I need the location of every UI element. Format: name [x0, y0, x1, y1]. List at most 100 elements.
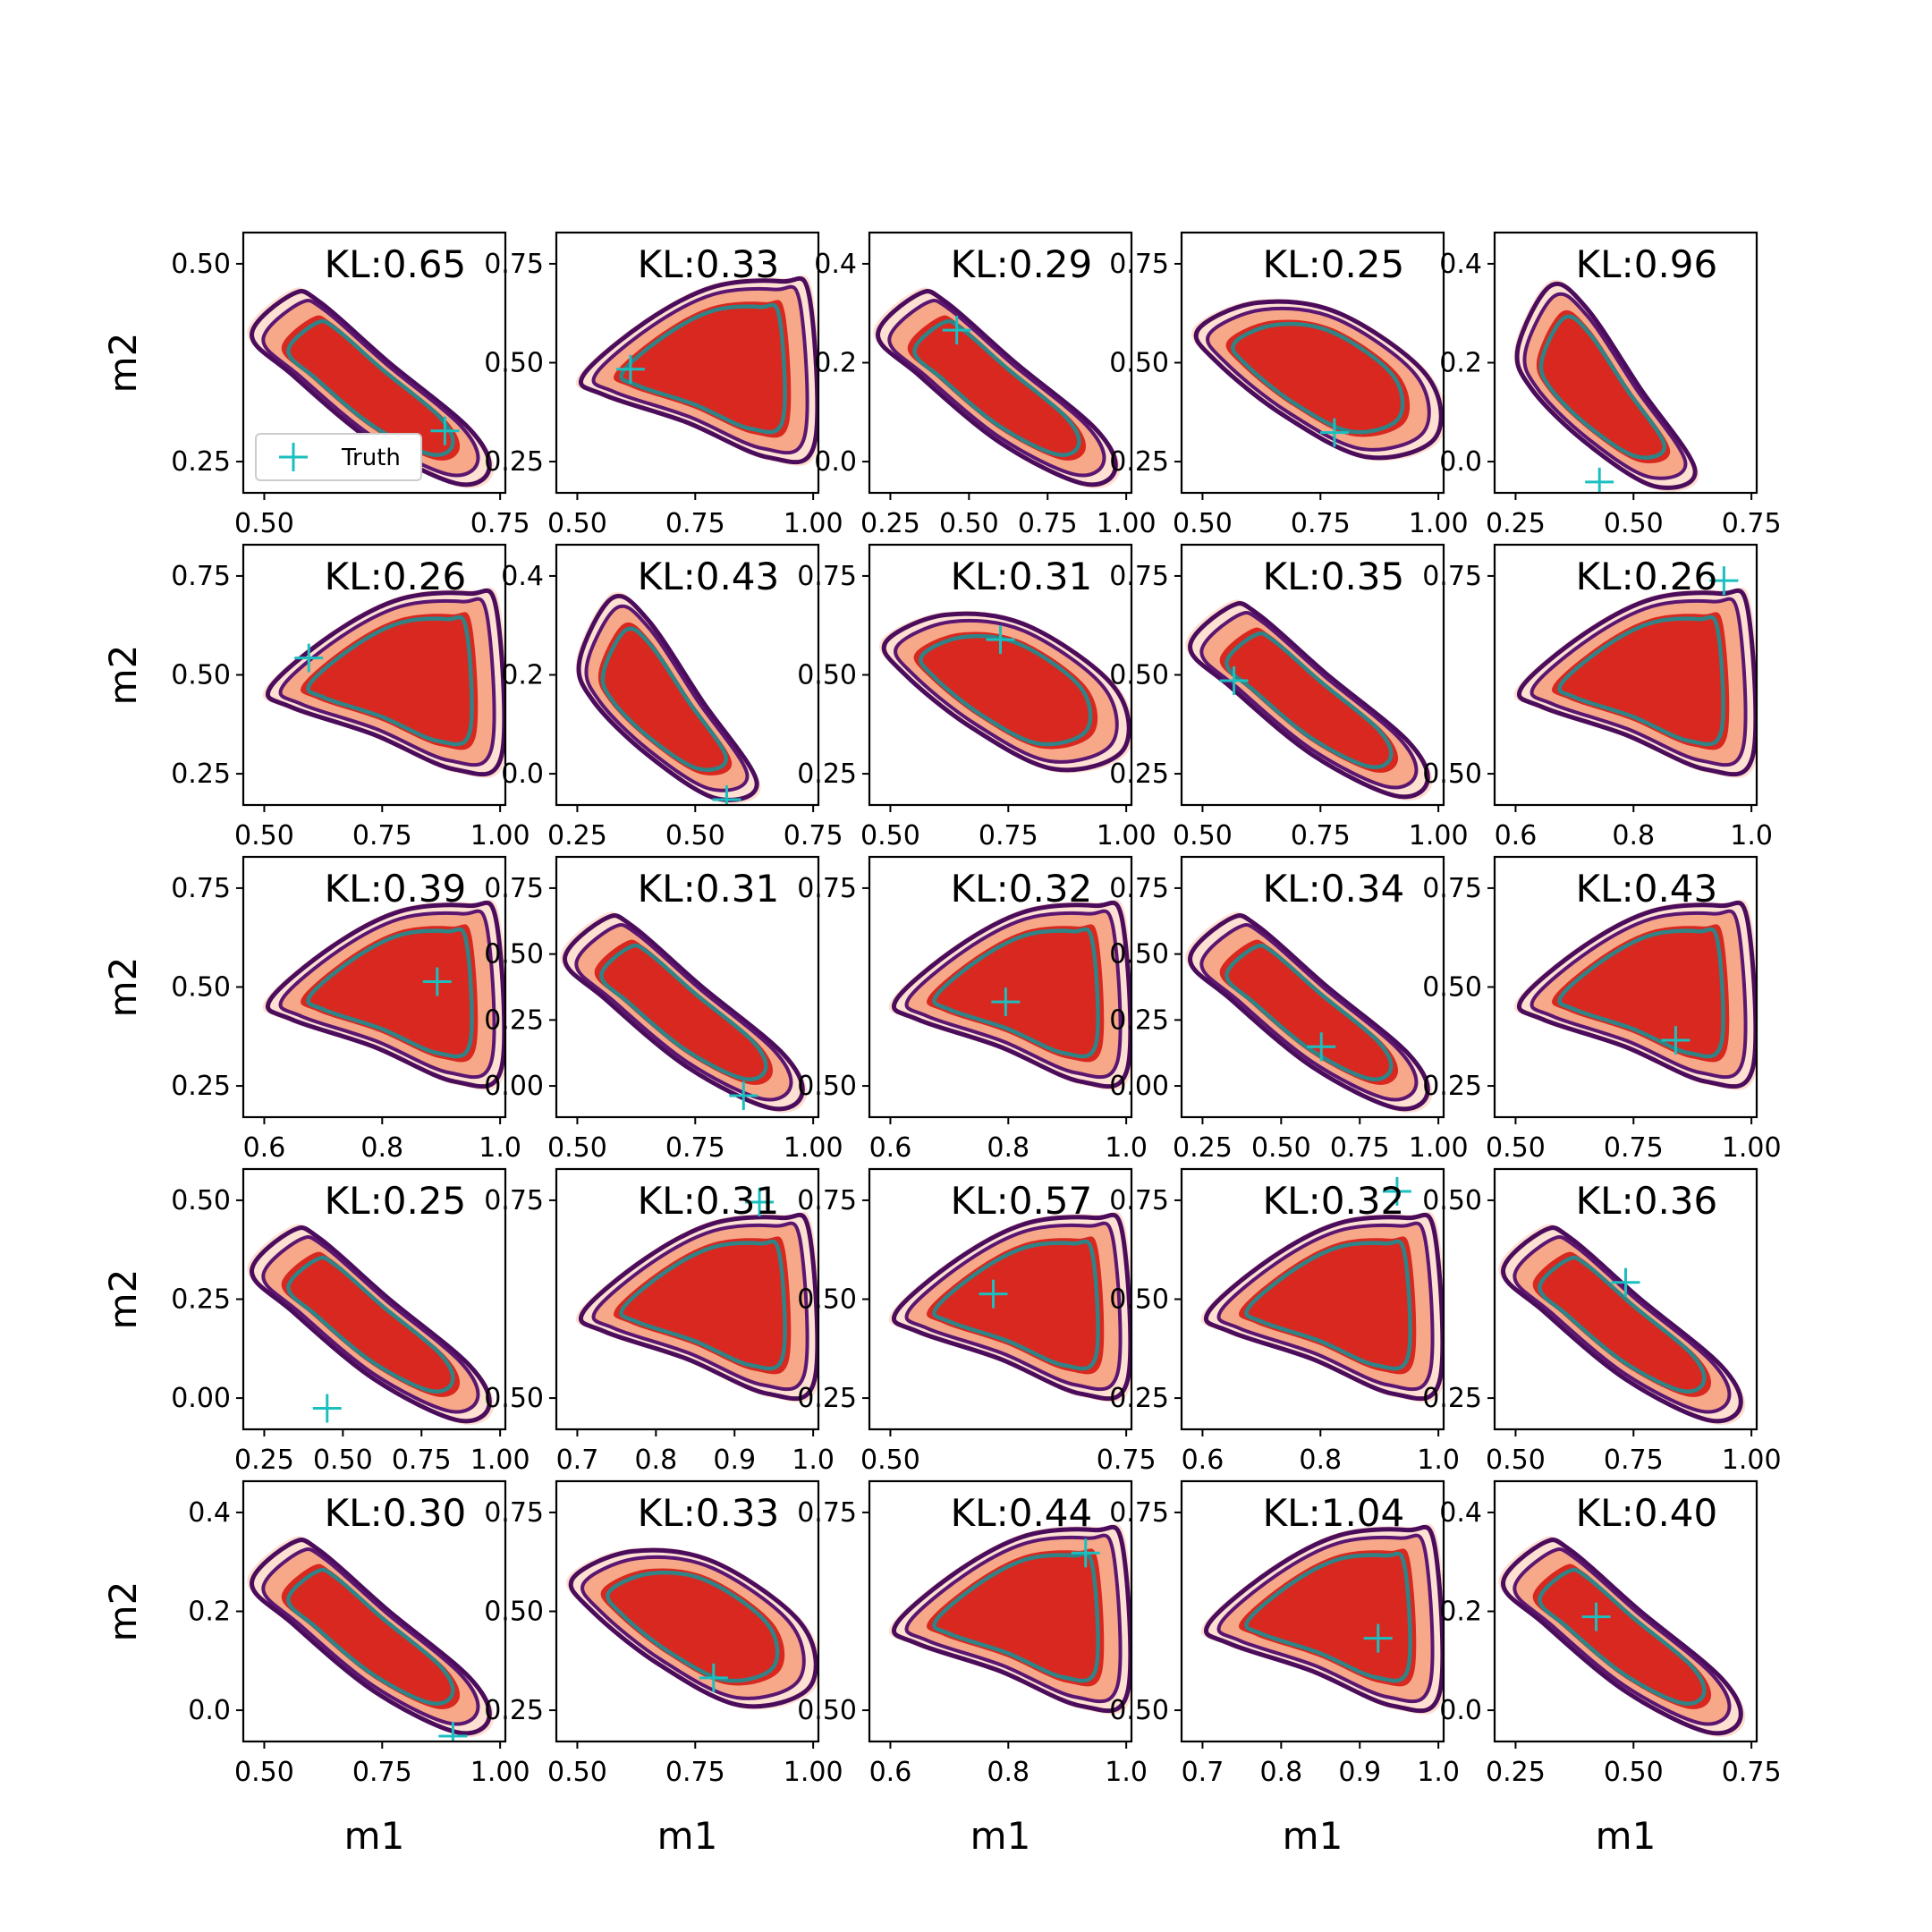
kl-label: KL:0.35: [1263, 555, 1405, 598]
x-tick-label: 1.0: [1730, 820, 1773, 852]
y-tick-label: 0.75: [797, 1497, 857, 1529]
x-tick-label: 1.00: [1097, 820, 1157, 852]
y-tick-label: 0.2: [814, 348, 857, 379]
contour-line-outer: [1187, 913, 1430, 1112]
x-tick-label: 0.75: [352, 820, 412, 852]
y-tick-label: 0.50: [171, 972, 231, 1004]
truth-marker: [438, 1721, 468, 1741]
y-tick-label: 0.0: [188, 1695, 231, 1726]
x-tick-label: 0.50: [1173, 508, 1233, 539]
x-tick-label: 0.50: [234, 1757, 294, 1788]
y-tick-label: 0.50: [1109, 660, 1169, 691]
contour-line-inner: [932, 927, 1100, 1059]
y-axis-label: m2: [101, 333, 145, 394]
y-tick-label: 0.25: [797, 1383, 857, 1414]
contour-line-mid: [904, 1221, 1123, 1392]
y-tick-label: 0.25: [171, 1284, 231, 1316]
truth-marker: [1219, 665, 1249, 695]
contour-line-mid: [904, 1533, 1123, 1704]
contour-line-mid: [1530, 909, 1748, 1080]
kl-label: KL:0.43: [638, 555, 780, 598]
kl-label: KL:0.36: [1576, 1179, 1718, 1223]
contour-line-outer: [1203, 1212, 1444, 1402]
x-tick-label: 0.8: [987, 1132, 1030, 1164]
truth-marker: [294, 643, 324, 673]
x-tick-label: 0.50: [313, 1445, 373, 1476]
contour-line-outer: [578, 1212, 818, 1402]
y-tick-label: 0.50: [1109, 1695, 1169, 1726]
y-tick-label: 0.75: [484, 249, 544, 280]
x-tick-label: 1.0: [1105, 1132, 1148, 1164]
y-tick-label: 0.50: [1109, 939, 1169, 970]
truth-marker: [942, 316, 971, 345]
x-tick-label: 0.50: [860, 820, 920, 852]
y-tick-label: 0.75: [171, 561, 231, 592]
truth-marker: [991, 987, 1021, 1017]
y-tick-label: 0.25: [171, 1071, 231, 1102]
subplot-panel: 0.7 0.8 0.9 1.0 0.50 0.75 KL:1.04 m1: [1109, 1479, 1460, 1858]
density-fill-inner: [1532, 1563, 1712, 1709]
y-tick-label: 0.25: [1422, 1071, 1482, 1102]
y-tick-label: 0.50: [1422, 758, 1482, 790]
y-axis-label: m2: [101, 1269, 145, 1330]
x-tick-label: 0.9: [1338, 1757, 1381, 1788]
truth-marker: [1071, 1538, 1100, 1568]
contour-line-inner: [599, 943, 768, 1081]
contour-line-inner: [1231, 321, 1405, 435]
y-tick-label: 0.25: [797, 758, 857, 790]
contour-line-mid: [1206, 306, 1431, 452]
y-tick-label: 0.75: [1109, 873, 1169, 904]
x-tick-label: 0.6: [1495, 820, 1538, 852]
density-fill-inner: [301, 612, 479, 750]
density-fill-inner: [927, 1236, 1105, 1375]
x-tick-label: 0.9: [713, 1445, 756, 1476]
contour-line-mid: [591, 284, 809, 455]
contour-line-mid: [1522, 292, 1688, 480]
truth-marker: [1709, 566, 1739, 596]
contour-line-mid: [1530, 597, 1748, 767]
y-tick-label: 0.0: [1439, 446, 1482, 478]
density-fill-inner: [1219, 627, 1399, 773]
y-tick-label: 0.50: [797, 1071, 857, 1102]
contour-line-mid: [1513, 1547, 1732, 1726]
x-tick-label: 1.00: [470, 1757, 530, 1788]
y-tick-label: 0.0: [1439, 1695, 1482, 1726]
y-tick-label: 0.50: [484, 1383, 544, 1414]
x-tick-label: 1.00: [784, 1132, 843, 1164]
contour-line-inner: [1538, 1567, 1707, 1706]
y-tick-label: 0.4: [501, 561, 544, 592]
subplot-panel: 0.25 0.50 0.75 0.0 0.2 0.4 KL:0.96: [1439, 231, 1782, 539]
contour-line-inner: [286, 1255, 455, 1394]
contour-line-mid: [887, 299, 1106, 478]
x-tick-label: 0.25: [1486, 1757, 1546, 1788]
kl-label: KL:0.34: [1263, 867, 1405, 911]
x-tick-label: 1.00: [1097, 508, 1157, 539]
contour-line-outer: [562, 913, 805, 1112]
x-tick-label: 0.75: [1722, 1757, 1782, 1788]
contour-line-mid: [574, 923, 793, 1102]
y-tick-label: 0.25: [484, 446, 544, 478]
contour-line-mid: [904, 909, 1123, 1080]
y-tick-label: 0.50: [484, 939, 544, 970]
contour-line-inner: [306, 927, 474, 1059]
x-tick-label: 0.8: [360, 1132, 403, 1164]
contour-line-inner: [919, 633, 1093, 747]
x-tick-label: 0.75: [1018, 508, 1078, 539]
contour-line-mid: [1216, 1533, 1435, 1704]
x-tick-label: 1.00: [1409, 1132, 1469, 1164]
x-tick-label: 0.50: [939, 508, 999, 539]
x-tick-label: 1.00: [1409, 508, 1469, 539]
contour-line-inner: [932, 1551, 1100, 1683]
x-tick-label: 0.75: [1291, 508, 1351, 539]
y-tick-label: 0.75: [484, 1185, 544, 1216]
y-tick-label: 0.50: [1422, 1185, 1482, 1216]
legend: Truth: [255, 433, 422, 481]
y-tick-label: 0.25: [1109, 1383, 1169, 1414]
truth-marker: [1382, 1176, 1411, 1206]
contour-line-inner: [912, 318, 1081, 457]
x-tick-label: 0.75: [1330, 1132, 1390, 1164]
contour-line-outer: [1203, 1524, 1444, 1714]
axes-frame: [242, 231, 507, 495]
